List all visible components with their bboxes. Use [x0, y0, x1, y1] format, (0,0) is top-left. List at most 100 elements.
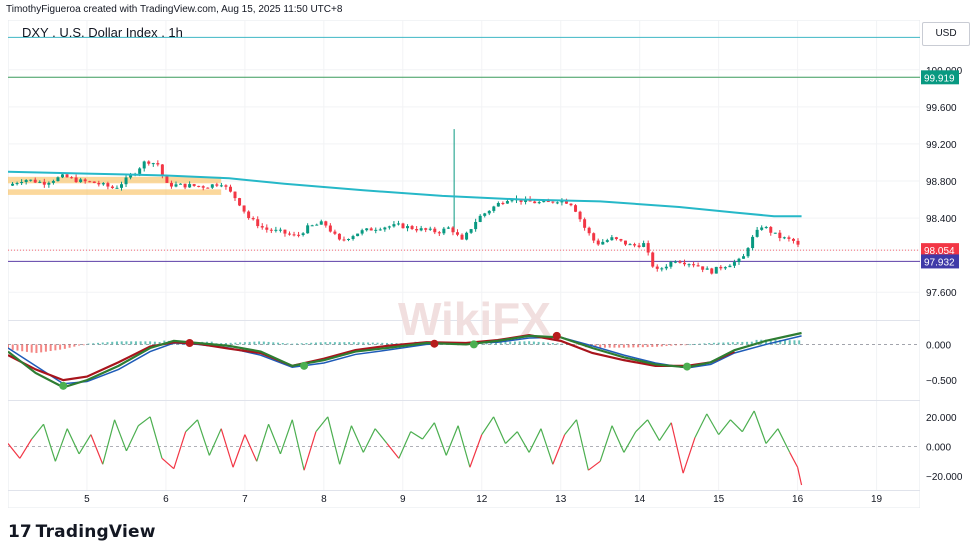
oscillator-segment: [137, 416, 151, 427]
candle-body: [297, 234, 301, 236]
chart-frame[interactable]: WikiFX 5 6 7 8 9 12 13 14 15 16 19: [8, 20, 920, 508]
moving-average-line: [8, 170, 802, 218]
candle-body: [306, 225, 310, 234]
candle-body: [723, 267, 727, 269]
oscillator-segment: [31, 423, 45, 440]
candle-body: [446, 227, 450, 229]
candle-body: [601, 241, 605, 245]
oscillator-segment: [374, 428, 388, 444]
candle-body: [437, 232, 441, 234]
macd-histogram-bar: [324, 342, 327, 345]
macd-histogram-bar: [641, 344, 644, 348]
candle-body: [623, 240, 627, 245]
candle-body: [92, 181, 96, 184]
candle-body: [115, 187, 119, 189]
macd-histogram-bar: [367, 342, 370, 345]
macd-histogram-bar: [352, 342, 355, 345]
macd-histogram-bar: [746, 341, 749, 345]
macd-histogram-bar: [618, 344, 621, 348]
candle-body: [301, 233, 305, 236]
x-tick-label: 7: [242, 494, 248, 505]
candle-body: [669, 261, 673, 267]
macd-histogram-bar: [727, 342, 730, 345]
candle-body: [696, 265, 700, 267]
candle-body: [474, 221, 478, 230]
macd-histogram-bar: [348, 342, 351, 345]
macd-histogram-bar: [40, 344, 43, 353]
candle-body: [374, 229, 378, 231]
macd-histogram-bar: [243, 342, 246, 345]
candle-body: [682, 262, 686, 265]
oscillator-segment: [362, 428, 376, 453]
candle-body: [442, 228, 446, 234]
oscillator-segment: [493, 416, 507, 444]
tradingview-logo-icon: 𝟭𝟳: [8, 522, 32, 542]
candle-body: [460, 234, 464, 240]
oscillator-segment: [78, 434, 92, 455]
candle-body: [79, 179, 83, 183]
candle-body: [728, 265, 732, 268]
candle-body: [455, 232, 459, 235]
oscillator-segment: [575, 419, 589, 471]
macd-histogram-bar: [111, 341, 114, 345]
footer-brand[interactable]: 𝟭𝟳 TradingView: [8, 518, 156, 546]
oscillator-segment: [173, 431, 187, 469]
macd-histogram-bar: [689, 344, 692, 346]
candle-body: [628, 244, 632, 246]
oscillator-segment: [102, 419, 116, 465]
x-tick-label: 19: [871, 494, 883, 505]
oscillator-segment: [185, 419, 198, 433]
candle-body: [342, 239, 346, 241]
candle-body: [360, 230, 364, 234]
y-axis[interactable]: 100.00099.91999.60099.20098.80098.40098.…: [920, 20, 975, 508]
oscillator-segment: [422, 422, 435, 440]
candle-body: [265, 227, 269, 230]
candle-body: [233, 191, 237, 199]
candle-body: [165, 175, 169, 183]
macd-histogram-bar: [561, 343, 564, 345]
oscillator-segment: [244, 434, 258, 462]
candle-body: [501, 202, 505, 204]
macd-histogram-bar: [300, 343, 303, 345]
oscillator-segment: [753, 410, 767, 444]
macd-histogram-bar: [736, 342, 739, 345]
candle-body: [356, 233, 360, 237]
macd-histogram-bar: [153, 341, 156, 345]
oscillator-segment: [611, 425, 625, 453]
footer-brand-label: TradingView: [35, 522, 156, 542]
macd-histogram-bar: [305, 343, 308, 345]
macd-histogram-bar: [371, 342, 374, 345]
watermark: WikiFX: [398, 293, 551, 345]
macd-histogram-bar: [11, 344, 14, 350]
macd-histogram-bar: [21, 344, 24, 352]
candle-body: [60, 174, 64, 178]
oscillator-segment: [516, 431, 530, 453]
macd-histogram-bar: [210, 341, 213, 345]
macd-histogram-bar: [291, 343, 294, 345]
macd-histogram-bar: [120, 341, 123, 345]
candle-body: [746, 248, 750, 257]
macd-histogram-bar: [703, 343, 706, 345]
currency-selector[interactable]: USD: [922, 22, 970, 46]
macd-histogram-bar: [523, 341, 526, 345]
macd-histogram-bar: [134, 341, 137, 345]
candle-body: [347, 238, 351, 240]
macd-histogram-bar: [656, 344, 659, 347]
oscillator-segment: [149, 416, 163, 459]
candle-body: [401, 223, 405, 229]
candle-body: [510, 200, 514, 202]
oscillator-segment: [66, 428, 80, 455]
candle-body: [592, 233, 596, 241]
candle-body: [496, 202, 500, 207]
candle-body: [315, 224, 319, 226]
candle-body: [655, 266, 659, 269]
candle-body: [687, 264, 691, 266]
cross-marker: [430, 339, 439, 348]
y-tick-label: 99.200: [926, 140, 957, 151]
x-axis: 5 6 7 8 9 12 13 14 15 16 19: [84, 494, 882, 505]
candle-body: [614, 237, 618, 240]
macd-histogram-bar: [513, 341, 516, 345]
macd-histogram-bar: [660, 344, 663, 347]
macd-histogram-bar: [608, 344, 611, 348]
macd-histogram-bar: [149, 341, 152, 345]
